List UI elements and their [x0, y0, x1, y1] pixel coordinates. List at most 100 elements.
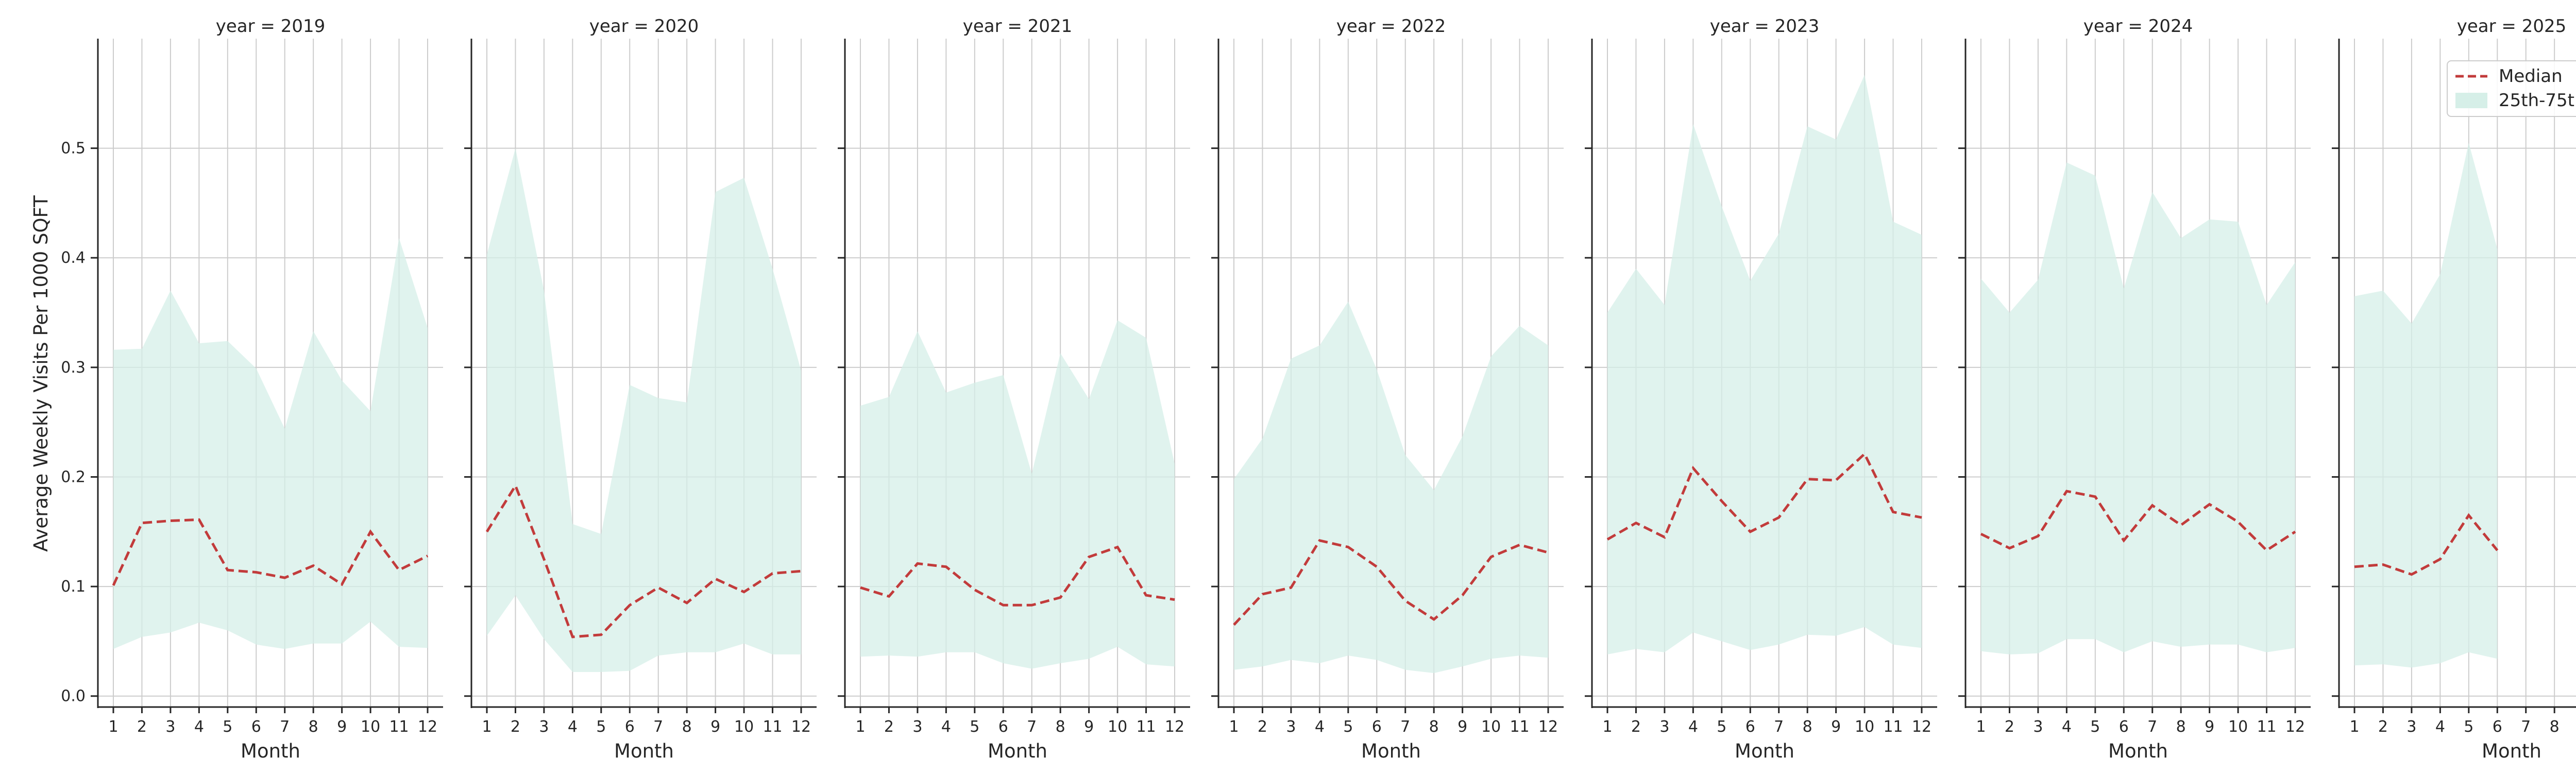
x-tick-label: 12 [791, 718, 811, 736]
x-tick-label: 7 [1400, 718, 1410, 736]
x-tick-label: 1 [855, 718, 865, 736]
x-tick-label: 8 [1803, 718, 1812, 736]
y-tick-label: 0.3 [61, 359, 86, 377]
legend-band-swatch [2455, 93, 2487, 108]
x-tick-label: 12 [2285, 718, 2305, 736]
panel-title: year = 2024 [2083, 16, 2193, 37]
y-tick-label: 0.2 [61, 468, 86, 486]
x-tick-label: 9 [710, 718, 720, 736]
x-tick-label: 5 [1717, 718, 1726, 736]
x-tick-label: 4 [2435, 718, 2445, 736]
x-tick-label: 11 [1510, 718, 1529, 736]
x-tick-label: 8 [2550, 718, 2560, 736]
panel-title: year = 2025 [2457, 16, 2566, 37]
x-tick-label: 5 [2090, 718, 2100, 736]
panel-title: year = 2019 [216, 16, 325, 37]
x-tick-label: 9 [337, 718, 347, 736]
x-tick-label: 2 [511, 718, 520, 736]
x-tick-label: 10 [2228, 718, 2248, 736]
x-tick-label: 3 [1659, 718, 1669, 736]
x-tick-label: 2 [2378, 718, 2388, 736]
x-tick-label: 8 [2176, 718, 2186, 736]
x-tick-label: 12 [1912, 718, 1931, 736]
x-tick-label: 4 [941, 718, 951, 736]
x-axis-label: Month [1735, 740, 1794, 762]
x-tick-label: 1 [1602, 718, 1612, 736]
y-tick-label: 0.4 [61, 249, 86, 267]
x-axis-label: Month [2108, 740, 2168, 762]
x-tick-label: 3 [539, 718, 549, 736]
percentile-band [487, 148, 801, 673]
x-tick-label: 1 [108, 718, 118, 736]
x-tick-label: 1 [1229, 718, 1239, 736]
percentile-band [1981, 162, 2295, 654]
median-line [1606, 451, 1922, 541]
x-tick-label: 5 [1343, 718, 1353, 736]
x-tick-label: 2 [884, 718, 894, 736]
x-tick-label: 11 [1136, 718, 1156, 736]
x-tick-label: 6 [1745, 718, 1755, 736]
panel-1: 0.00.10.20.30.40.51 2 3 4 5 6 7 8 9 10 11 12Monthye… [61, 16, 443, 762]
x-tick-label: 2 [137, 718, 147, 736]
x-tick-label: 8 [1429, 718, 1439, 736]
x-tick-label: 3 [165, 718, 175, 736]
median-line [1233, 539, 1549, 626]
panel-title: year = 2023 [1710, 16, 1819, 37]
x-tick-label: 12 [1538, 718, 1558, 736]
x-tick-label: 5 [596, 718, 606, 736]
x-axis-label: Month [1361, 740, 1421, 762]
x-tick-label: 6 [1372, 718, 1382, 736]
x-tick-label: 3 [912, 718, 922, 736]
median-line [485, 482, 802, 638]
x-tick-label: 10 [1108, 718, 1127, 736]
x-tick-label: 11 [762, 718, 782, 736]
x-tick-label: 1 [1976, 718, 1986, 736]
median-line [112, 518, 429, 586]
x-tick-label: 7 [2521, 718, 2531, 736]
median-line [2354, 513, 2499, 576]
x-tick-label: 3 [2406, 718, 2416, 736]
x-tick-label: 11 [1883, 718, 1903, 736]
x-tick-label: 5 [223, 718, 232, 736]
x-tick-label: 12 [418, 718, 437, 736]
x-tick-label: 8 [1056, 718, 1065, 736]
x-tick-label: 9 [1831, 718, 1841, 736]
x-tick-label: 2 [2005, 718, 2014, 736]
x-tick-label: 6 [998, 718, 1008, 736]
percentile-band [1234, 301, 1548, 674]
x-tick-label: 2 [1258, 718, 1267, 736]
x-tick-label: 7 [2147, 718, 2157, 736]
chart-panels: 0.00.10.20.30.40.51 2 3 4 5 6 7 8 9 10 11 12Monthye… [61, 16, 2576, 762]
x-tick-label: 9 [2205, 718, 2214, 736]
x-tick-label: 1 [2349, 718, 2359, 736]
panel-title: year = 2020 [589, 16, 699, 37]
x-tick-label: 8 [309, 718, 318, 736]
x-tick-label: 3 [1286, 718, 1296, 736]
legend-band-label: 25th-75th Percentile [2499, 90, 2576, 111]
x-axis-label: Month [614, 740, 674, 762]
percentile-band [860, 320, 1175, 669]
x-tick-label: 6 [251, 718, 261, 736]
x-tick-label: 4 [1688, 718, 1698, 736]
median-line [1980, 490, 2296, 552]
percentile-band [113, 238, 428, 649]
x-axis-label: Month [241, 740, 300, 762]
x-tick-label: 5 [970, 718, 979, 736]
x-tick-label: 7 [280, 718, 290, 736]
x-tick-label: 3 [2033, 718, 2043, 736]
x-tick-label: 4 [1315, 718, 1325, 736]
y-tick-label: 0.0 [61, 687, 86, 705]
x-tick-label: 5 [2464, 718, 2473, 736]
x-tick-label: 9 [1458, 718, 1467, 736]
x-tick-label: 11 [389, 718, 409, 736]
x-tick-label: 4 [568, 718, 578, 736]
x-tick-label: 10 [1481, 718, 1501, 736]
panel-title: year = 2022 [1336, 16, 1446, 37]
panel-title: year = 2021 [963, 16, 1072, 37]
y-tick-label: 0.5 [61, 140, 86, 158]
